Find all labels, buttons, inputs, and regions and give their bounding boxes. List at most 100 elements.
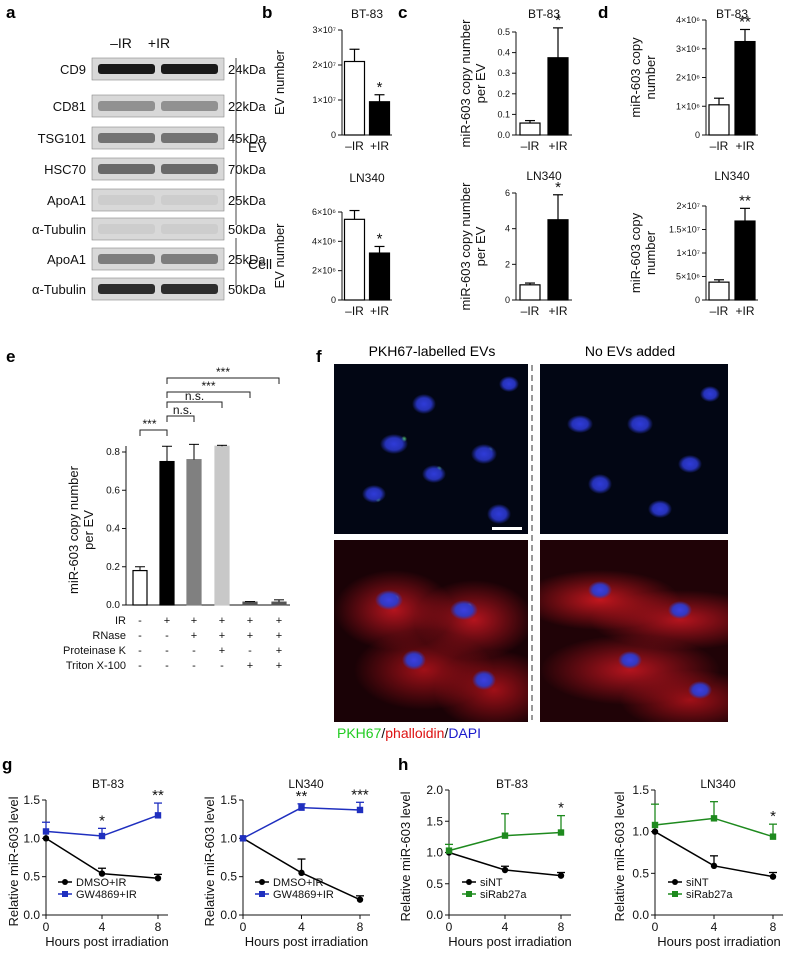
wb-band <box>161 133 218 143</box>
x-tick-label: –IR <box>710 139 729 153</box>
chart-title: BT-83 <box>716 7 748 21</box>
panel-label-a: a <box>6 3 16 22</box>
micro-title-right: No EVs added <box>585 343 675 359</box>
significance-star: * <box>555 12 561 29</box>
wb-protein-label: α-Tubulin <box>32 282 86 297</box>
y-tick-label: 3×10⁷ <box>312 25 336 35</box>
chart-c1: BT-83 0.0 0.1 0.2 0.3 0.4 0.5 miR-603 copy numb… <box>458 7 572 153</box>
comparison-label: *** <box>216 365 230 379</box>
significance-star: ** <box>739 13 751 30</box>
y-tick-label: 0.5 <box>426 877 443 891</box>
micro-title-left: PKH67-labelled EVs <box>369 343 496 359</box>
data-point <box>445 847 453 854</box>
x-tick-label: 4 <box>298 920 305 934</box>
panel-label-d: d <box>598 3 608 22</box>
y-tick-label: 0.0 <box>23 908 40 922</box>
data-point <box>651 828 659 835</box>
y-tick-label: 0.0 <box>632 908 649 922</box>
legend-label: siRab27a <box>686 889 733 901</box>
wb-protein-label: α-Tubulin <box>32 222 86 237</box>
y-tick-label: 1.5 <box>426 814 443 828</box>
caption-part: / <box>381 725 385 741</box>
y-tick-label: 1.5 <box>632 783 649 797</box>
condition-sign: - <box>165 645 169 657</box>
wb-strip <box>91 157 225 181</box>
y-tick-label: 0.0 <box>497 130 510 140</box>
wb-band <box>161 284 218 294</box>
y-axis-label-line: miR-603 copy number <box>458 19 473 148</box>
legend-marker <box>62 891 68 897</box>
chart-title: LN340 <box>700 777 736 791</box>
condition-sign: + <box>219 645 225 657</box>
y-tick-label: 0.3 <box>497 68 510 78</box>
y-axis-label: miR-603 copynumber <box>628 212 658 293</box>
wb-col-label-plus: +IR <box>148 35 170 51</box>
condition-sign: + <box>191 630 197 642</box>
y-tick-label: 3×10⁶ <box>676 44 700 54</box>
y-tick-label: 5×10⁶ <box>676 272 700 282</box>
wb-band <box>98 164 155 174</box>
wb-strip <box>91 217 225 241</box>
legend-marker <box>672 879 678 885</box>
y-tick-label: 1×10⁶ <box>676 101 700 111</box>
caption-part: phalloidin <box>385 725 444 741</box>
legend-marker <box>672 891 678 897</box>
micro-caption: PKH67/phalloidin/DAPI <box>337 725 481 741</box>
wb-protein-label: CD9 <box>60 62 86 77</box>
y-tick-label: 1.5×10⁷ <box>669 225 700 235</box>
significance-star: * <box>770 808 776 825</box>
legend-marker <box>259 879 265 885</box>
legend-label: siNT <box>686 877 709 889</box>
y-tick-label: 0 <box>695 130 700 140</box>
wb-band <box>161 101 218 111</box>
comparison-label: *** <box>142 417 156 431</box>
y-tick-label: 0.5 <box>632 866 649 880</box>
data-point <box>501 832 509 839</box>
panel-label-h: h <box>398 755 408 774</box>
x-tick-label: 4 <box>502 920 509 934</box>
chart-d2: LN340 0 5×10⁶ 1×10⁷ 1.5×10⁷ 2×10⁷ miR-603 copy… <box>628 169 758 318</box>
y-axis-label-line: per EV <box>81 510 96 550</box>
y-tick-label: 4 <box>505 224 510 234</box>
y-axis-label-line: number <box>643 230 658 275</box>
bar <box>734 40 756 136</box>
significance-star: ** <box>152 787 164 804</box>
y-tick-label: 0.2 <box>497 89 510 99</box>
y-axis-label-line: per EV <box>473 226 488 266</box>
x-tick-label: 0 <box>43 920 50 934</box>
chart-e: 0.0 0.2 0.4 0.6 0.8 miR-603 copy numberper EV… <box>63 365 290 672</box>
comparison-bracket <box>166 377 280 384</box>
y-tick-label: 2.0 <box>426 783 443 797</box>
wb-strip <box>91 188 225 212</box>
x-tick-label: +IR <box>370 304 389 318</box>
microscopy-panel: PKH67-labelled EVs No EVs added PKH67/ph… <box>337 343 675 741</box>
comparison-bracket <box>166 401 223 408</box>
legend-marker <box>466 891 472 897</box>
data-point <box>769 873 777 880</box>
y-tick-label: 1.0 <box>23 831 40 845</box>
data-point <box>154 812 162 819</box>
condition-sign: - <box>220 660 224 672</box>
x-tick-label: +IR <box>548 139 567 153</box>
bar <box>734 220 756 301</box>
condition-name: Triton X-100 <box>66 660 126 672</box>
y-axis-label: miR-603 copy numberper EV <box>458 182 488 311</box>
x-tick-label: 8 <box>155 920 162 934</box>
condition-name: Proteinase K <box>63 645 127 657</box>
legend-label: siRab27a <box>480 889 527 901</box>
y-tick-label: 6 <box>505 188 510 198</box>
data-point <box>239 835 247 842</box>
y-tick-label: 2×10⁷ <box>312 60 336 70</box>
x-tick-label: –IR <box>345 139 364 153</box>
y-tick-label: 1×10⁷ <box>676 248 700 258</box>
significance-star: * <box>377 230 383 247</box>
data-point <box>356 896 364 903</box>
micro-image-pkh67-bottom <box>334 540 528 722</box>
micro-image-control-top <box>540 364 728 534</box>
wb-group-cell: Cell <box>248 256 272 272</box>
wb-protein-label: TSG101 <box>38 131 86 146</box>
significance-star: ** <box>739 192 751 209</box>
data-point <box>98 832 106 840</box>
data-point <box>298 804 305 811</box>
